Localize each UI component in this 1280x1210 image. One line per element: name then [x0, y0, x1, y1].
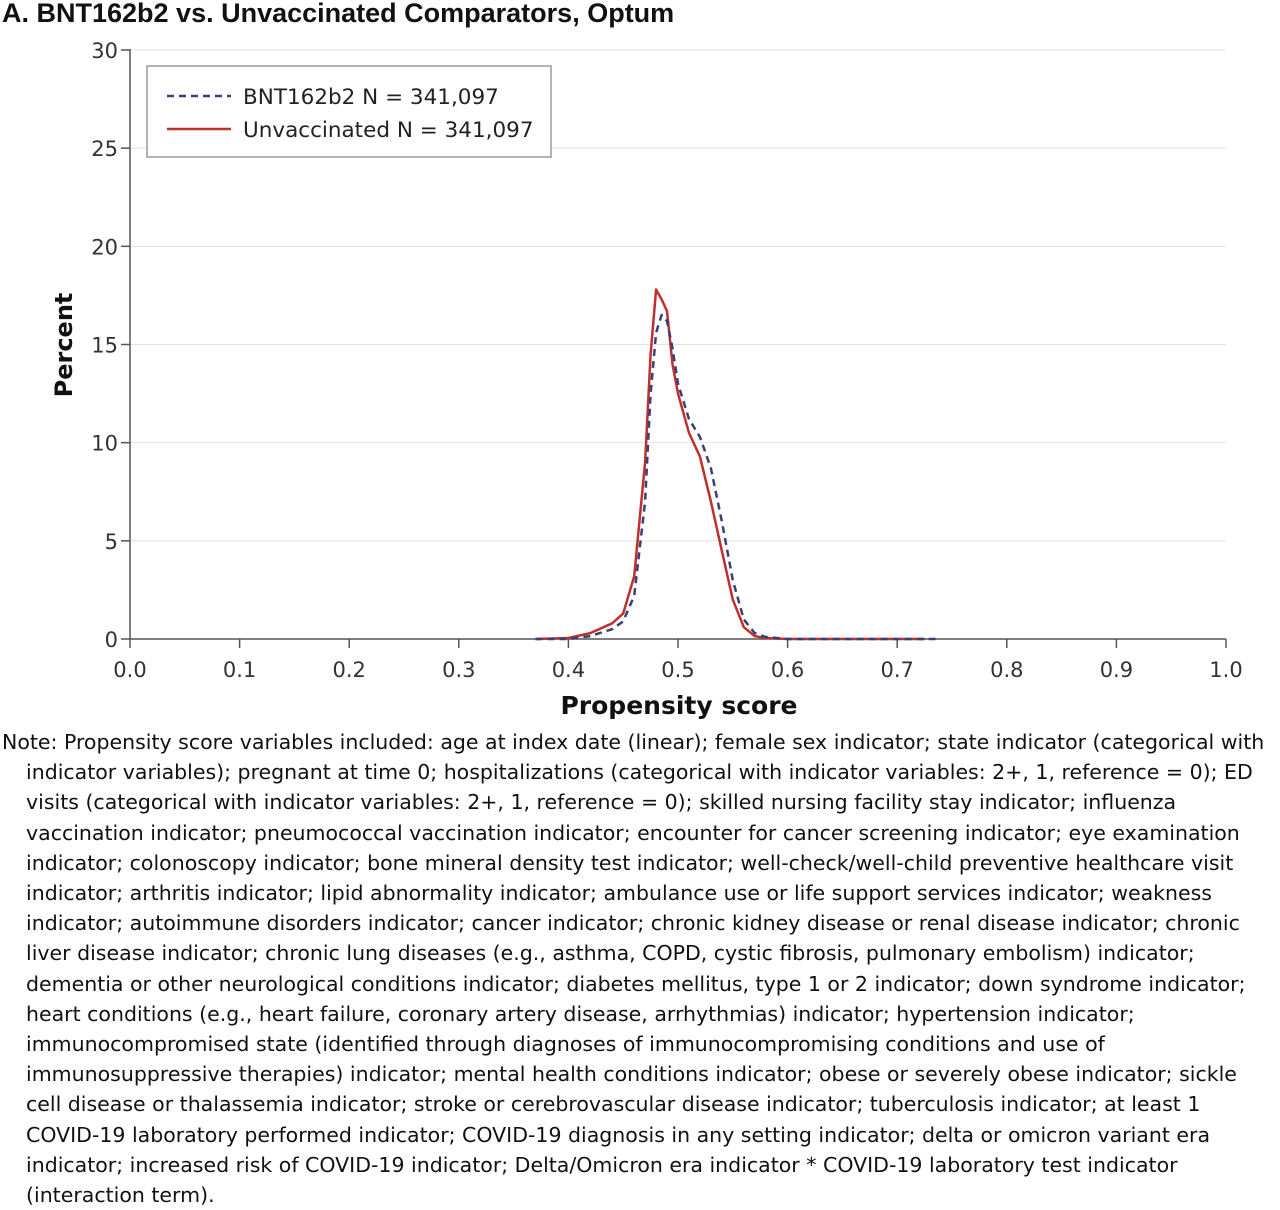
- y-axis-ticks: 0 5 10 15 20 25 30: [91, 39, 130, 652]
- x-tick-label: 0.3: [442, 658, 475, 682]
- x-tick-label: 0.8: [990, 658, 1023, 682]
- y-tick-label: 15: [91, 334, 118, 358]
- gridlines: [130, 49, 1226, 542]
- x-tick-label: 0.0: [113, 658, 146, 682]
- y-tick-label: 20: [91, 235, 118, 259]
- x-tick-label: 0.7: [880, 658, 913, 682]
- legend-label-1: Unvaccinated N = 341,097: [243, 118, 534, 143]
- y-tick-label: 0: [105, 628, 118, 652]
- legend: BNT162b2 N = 341,097 Unvaccinated N = 341…: [146, 65, 552, 158]
- y-tick-label: 10: [91, 432, 118, 456]
- x-tick-label: 0.2: [332, 658, 365, 682]
- x-axis-label: Propensity score: [560, 691, 797, 720]
- propensity-score-chart: 0 5 10 15 20 25 30 0.0 0.1 0.2 0.3 0.4 0.5 0.6 0.7 0.8…: [50, 39, 1243, 720]
- x-tick-label: 0.6: [771, 658, 804, 682]
- x-axis-ticks: 0.0 0.1 0.2 0.3 0.4 0.5 0.6 0.7 0.8 0.9 1.0: [113, 639, 1243, 682]
- legend-label-0: BNT162b2 N = 341,097: [243, 85, 499, 110]
- y-tick-label: 30: [91, 39, 118, 63]
- series-line-0: [535, 313, 936, 641]
- series-lines: [535, 288, 936, 641]
- y-tick-label: 5: [105, 530, 118, 554]
- y-axis-label: Percent: [50, 293, 78, 398]
- x-tick-label: 0.5: [661, 658, 694, 682]
- x-tick-label: 1.0: [1209, 658, 1242, 682]
- y-tick-label: 25: [91, 137, 118, 161]
- legend-box: [146, 65, 552, 158]
- footnote: Note: Propensity score variables include…: [2, 730, 1265, 1208]
- x-tick-label: 0.9: [1100, 658, 1133, 682]
- x-tick-label: 0.4: [552, 658, 585, 682]
- chart-title: A. BNT162b2 vs. Unvaccinated Comparators…: [2, 0, 675, 28]
- x-tick-label: 0.1: [223, 658, 256, 682]
- series-line-1: [535, 288, 925, 641]
